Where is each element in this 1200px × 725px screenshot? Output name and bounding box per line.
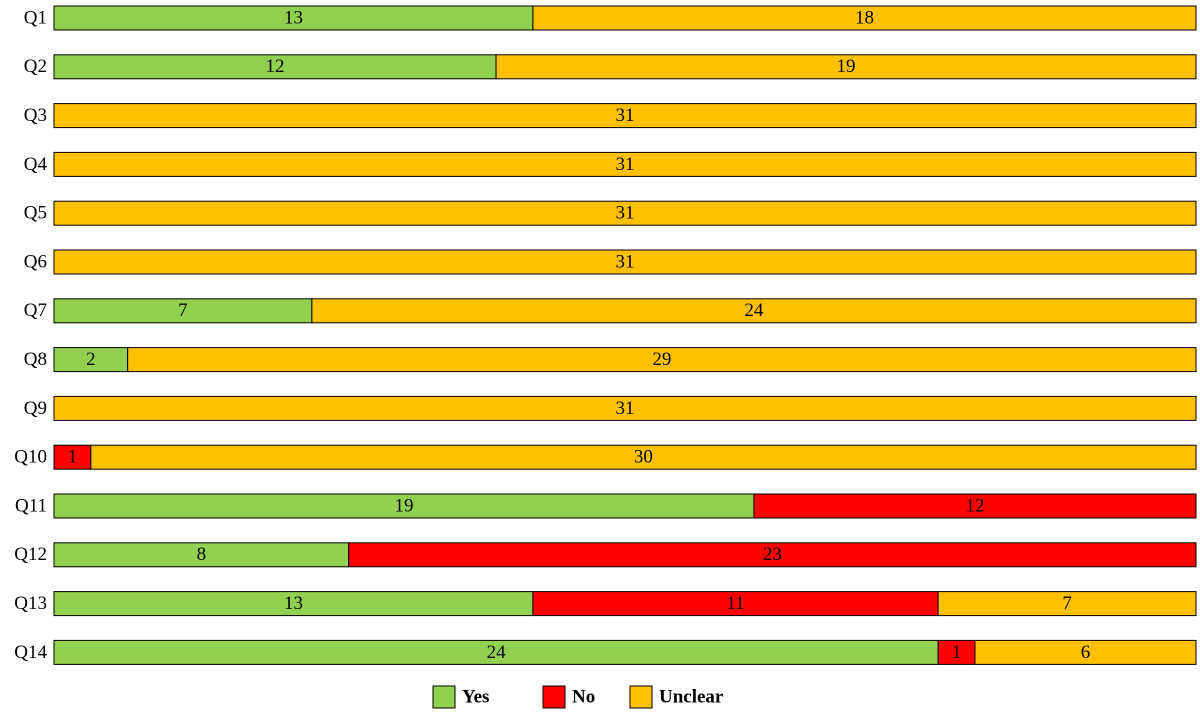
bar-q11-yes — [53, 493, 755, 519]
category-label-q10: Q10 — [14, 447, 47, 468]
category-label-q12: Q12 — [14, 544, 47, 565]
data-label-q12-yes: 8 — [197, 544, 207, 565]
data-label-q4-unclear: 31 — [616, 154, 635, 175]
bar-q3-unclear — [53, 103, 1197, 129]
category-label-q9: Q9 — [24, 398, 47, 419]
data-label-q13-yes: 13 — [284, 593, 303, 614]
bar-q12-no — [348, 542, 1197, 568]
category-label-q3: Q3 — [24, 105, 47, 126]
legend-label-no: No — [572, 686, 595, 707]
legend-label-unclear: Unclear — [659, 686, 724, 707]
bar-q5-unclear — [53, 200, 1197, 226]
data-label-q1-unclear: 18 — [855, 7, 874, 28]
data-label-q14-no: 1 — [952, 642, 962, 663]
data-label-q14-unclear: 6 — [1081, 642, 1091, 663]
category-label-q8: Q8 — [24, 349, 47, 370]
data-label-q6-unclear: 31 — [616, 251, 635, 272]
category-label-q6: Q6 — [24, 251, 47, 272]
legend-swatch-no — [542, 685, 566, 709]
data-label-q7-unclear: 24 — [744, 300, 764, 321]
bar-q8-unclear — [127, 347, 1197, 373]
bar-q10-no — [53, 444, 92, 470]
bar-q1-unclear — [532, 5, 1197, 31]
bar-q2-unclear — [495, 54, 1197, 80]
bar-q14-unclear — [974, 639, 1197, 665]
category-label-q13: Q13 — [14, 593, 47, 614]
data-label-q14-yes: 24 — [487, 642, 507, 663]
bar-q13-no — [532, 591, 939, 617]
category-label-q2: Q2 — [24, 56, 47, 77]
data-label-q3-unclear: 31 — [616, 105, 635, 126]
category-label-q5: Q5 — [24, 203, 47, 224]
bar-q7-unclear — [311, 298, 1197, 324]
category-label-q14: Q14 — [14, 642, 47, 663]
bar-q7-yes — [53, 298, 313, 324]
data-label-q11-yes: 19 — [394, 495, 413, 516]
bar-q11-no — [753, 493, 1197, 519]
bar-q4-unclear — [53, 151, 1197, 177]
bar-q9-unclear — [53, 395, 1197, 421]
category-label-q11: Q11 — [15, 495, 47, 516]
bar-q2-yes — [53, 54, 497, 80]
category-label-q1: Q1 — [24, 7, 47, 28]
bar-q6-unclear — [53, 249, 1197, 275]
data-label-q2-yes: 12 — [266, 56, 285, 77]
data-label-q10-unclear: 30 — [634, 447, 653, 468]
data-label-q11-no: 12 — [965, 495, 984, 516]
bar-q14-yes — [53, 639, 939, 665]
data-label-q1-yes: 13 — [284, 7, 303, 28]
data-label-q7-yes: 7 — [178, 300, 188, 321]
legend-label-yes: Yes — [462, 686, 489, 707]
data-label-q10-no: 1 — [68, 447, 78, 468]
data-label-q12-no: 23 — [763, 544, 782, 565]
data-label-q2-unclear: 19 — [837, 56, 856, 77]
category-label-q7: Q7 — [24, 300, 47, 321]
bar-q10-unclear — [90, 444, 1197, 470]
data-label-q8-yes: 2 — [86, 349, 96, 370]
legend: Yes No Unclear — [432, 685, 724, 709]
data-label-q5-unclear: 31 — [616, 203, 635, 224]
bars-layer — [53, 5, 1197, 665]
bar-q13-unclear — [937, 591, 1197, 617]
bar-q12-yes — [53, 542, 350, 568]
data-label-q13-no: 11 — [726, 593, 744, 614]
data-label-q8-unclear: 29 — [652, 349, 671, 370]
legend-swatch-yes — [432, 685, 456, 709]
category-label-q4: Q4 — [24, 154, 48, 175]
bar-q1-yes — [53, 5, 534, 31]
legend-swatch-unclear — [629, 685, 653, 709]
bar-q13-yes — [53, 591, 534, 617]
data-label-q13-unclear: 7 — [1062, 593, 1072, 614]
data-label-q9-unclear: 31 — [616, 398, 635, 419]
